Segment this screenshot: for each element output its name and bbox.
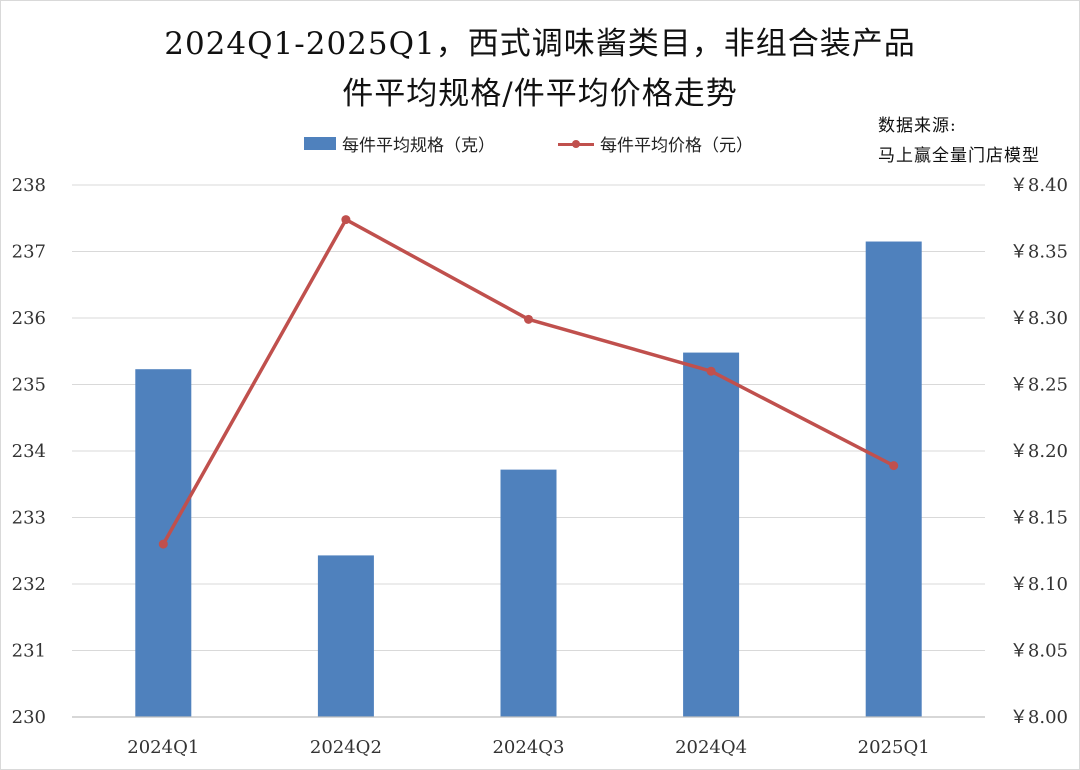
y-left-tick-label: 237 xyxy=(12,242,46,263)
y-left-tick-label: 235 xyxy=(12,375,46,396)
price-point xyxy=(889,461,899,471)
x-tick-label: 2024Q3 xyxy=(492,737,564,758)
chart-title-line2: 件平均规格/件平均价格走势 xyxy=(342,76,738,112)
y-right-tick-label: ￥8.35 xyxy=(1010,242,1068,263)
bar xyxy=(865,241,922,717)
bar xyxy=(317,555,374,717)
legend-bar-label: 每件平均规格（克） xyxy=(342,136,495,156)
y-right-tick-label: ￥8.15 xyxy=(1010,508,1068,529)
y-right-tick-label: ￥8.10 xyxy=(1010,574,1068,595)
y-left-tick-label: 238 xyxy=(12,175,46,196)
legend-bar-entry: 每件平均规格（克） xyxy=(304,131,495,156)
bar xyxy=(500,469,557,717)
price-point xyxy=(158,539,168,549)
legend-line-label: 每件平均价格（元） xyxy=(600,136,753,156)
legend-bar-swatch xyxy=(304,137,336,150)
y-left-tick-label: 231 xyxy=(12,641,46,662)
y-left-tick-label: 236 xyxy=(12,308,46,329)
chart-title-line1: 2024Q1-2025Q1，西式调味酱类目，非组合装产品 xyxy=(164,26,916,62)
y-left-tick-label: 234 xyxy=(12,441,46,462)
price-point xyxy=(706,366,716,376)
x-tick-label: 2024Q1 xyxy=(127,737,199,758)
bar xyxy=(683,352,740,717)
y-right-tick-label: ￥8.05 xyxy=(1010,641,1068,662)
source-label: 数据来源: xyxy=(878,116,957,136)
y-left-tick-label: 233 xyxy=(12,508,46,529)
y-right-tick-label: ￥8.00 xyxy=(1010,707,1068,728)
y-right-tick-label: ￥8.20 xyxy=(1010,441,1068,462)
legend-line-entry: 每件平均价格（元） xyxy=(558,131,753,156)
legend-line-swatch xyxy=(558,137,594,150)
y-left-tick-label: 232 xyxy=(12,574,46,595)
bar-series xyxy=(135,241,922,717)
y-right-tick-label: ￥8.30 xyxy=(1010,308,1068,329)
line-series xyxy=(158,215,899,549)
y-right-tick-label: ￥8.40 xyxy=(1010,175,1068,196)
x-tick-label: 2024Q4 xyxy=(675,737,747,758)
y-right-tick-label: ￥8.25 xyxy=(1010,375,1068,396)
axes: 230 ￥8.00 231 ￥8.05 232 ￥8.10 233 ￥8.15 234 ￥8.20… xyxy=(12,175,1068,758)
x-tick-label: 2024Q2 xyxy=(310,737,382,758)
x-tick-label: 2025Q1 xyxy=(858,737,930,758)
price-point xyxy=(341,215,351,225)
price-point xyxy=(524,314,533,324)
source-name: 马上赢全量门店模型 xyxy=(878,146,1040,166)
y-left-tick-label: 230 xyxy=(12,707,46,728)
